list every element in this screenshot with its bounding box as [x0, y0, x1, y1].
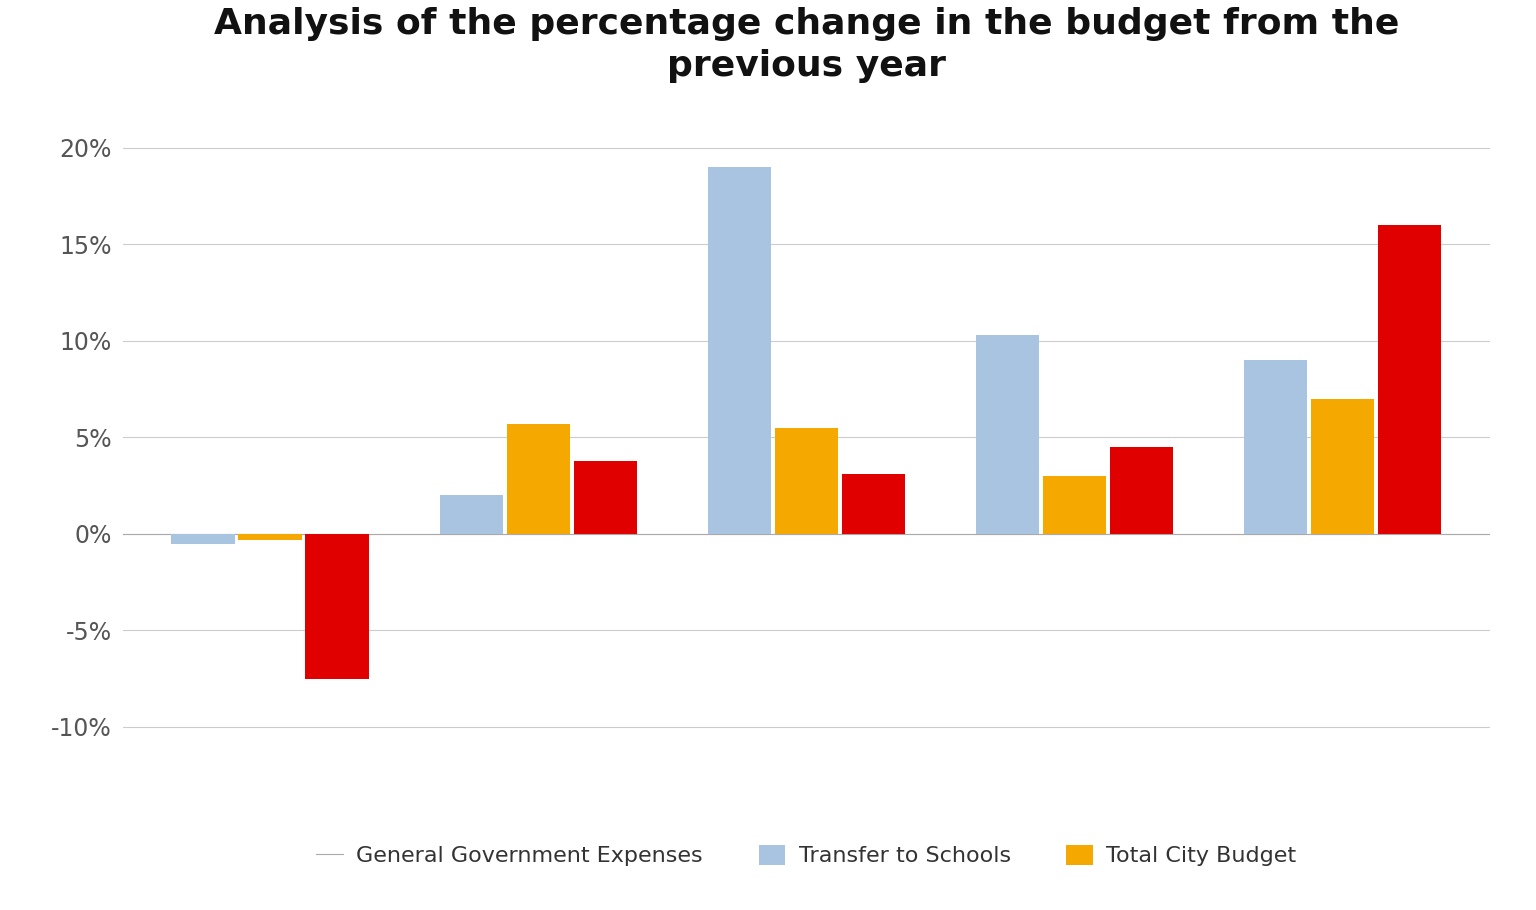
Bar — [1109, 447, 1174, 534]
Bar — [774, 428, 839, 534]
Bar — [439, 495, 504, 534]
Bar — [1378, 225, 1441, 534]
Bar — [172, 534, 235, 543]
Bar — [842, 474, 905, 534]
Bar — [306, 534, 369, 679]
Bar — [1244, 360, 1307, 534]
Bar — [1310, 399, 1375, 534]
Bar — [975, 335, 1040, 534]
Bar — [573, 460, 637, 534]
Legend: General Government Expenses, Transfer to Schools, Total City Budget: General Government Expenses, Transfer to… — [307, 836, 1306, 875]
Bar — [238, 534, 303, 540]
Title: Analysis of the percentage change in the budget from the
previous year: Analysis of the percentage change in the… — [214, 6, 1399, 83]
Bar — [507, 424, 570, 534]
Bar — [708, 167, 771, 534]
Bar — [1043, 476, 1106, 534]
